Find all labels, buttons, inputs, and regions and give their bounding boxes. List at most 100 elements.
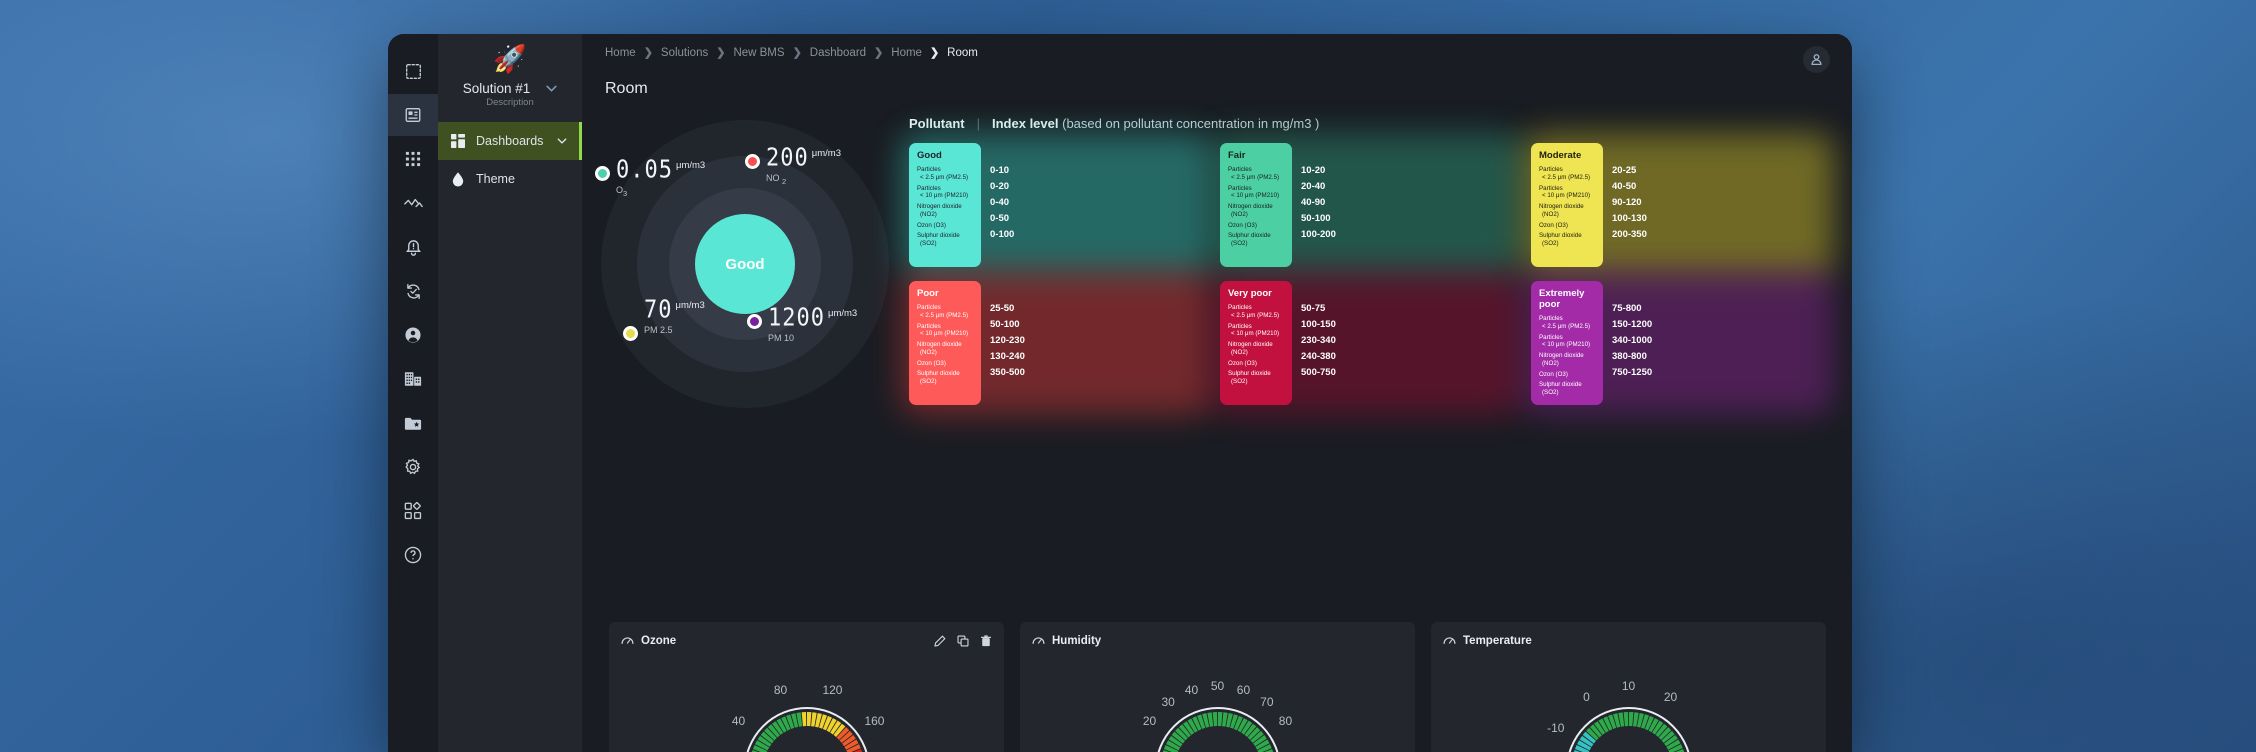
- bell-alert-icon[interactable]: [388, 226, 438, 268]
- breadcrumb-item-new-bms[interactable]: New BMS: [733, 46, 785, 59]
- rocket-icon: 🚀: [493, 44, 527, 74]
- node-unit: μm/m3: [675, 160, 706, 171]
- air-quality-radial-pane: Good 0.05 μm/m3 O3 200 μm/m3 NO 2: [583, 104, 903, 614]
- refresh-check-icon[interactable]: [388, 270, 438, 312]
- gauge-segment: [1632, 712, 1639, 727]
- gauge-tick-label: 160: [864, 713, 885, 728]
- radial-status-label: Good: [725, 255, 765, 273]
- solution-name: Solution #1: [462, 81, 531, 96]
- app-window: 🚀 Solution #1 Description Dashboards Th: [388, 34, 1852, 752]
- scan-frame-icon[interactable]: [388, 50, 438, 92]
- sidebar-item-dashboards[interactable]: Dashboards: [438, 122, 582, 160]
- edit-icon[interactable]: [934, 635, 946, 647]
- avatar[interactable]: [1803, 46, 1830, 73]
- gauge-tick-label: 0: [1583, 690, 1590, 705]
- index-level-swatch: Good Particles < 2.5 μm (PM2.5) Particles < …: [909, 143, 981, 267]
- breadcrumb-item-home[interactable]: Home: [605, 46, 636, 59]
- pollutant-label: Particles < 10 μm (PM210): [1228, 184, 1280, 200]
- radial-node-no2[interactable]: 200 μm/m3 NO 2: [745, 144, 841, 186]
- breadcrumb-item-solutions[interactable]: Solutions: [660, 46, 709, 59]
- gauge-segment: [1163, 745, 1178, 752]
- grid-apps-icon[interactable]: [388, 138, 438, 180]
- main-content: Home ❯ Solutions ❯ New BMS ❯ Dashboard ❯…: [583, 34, 1852, 752]
- solution-selector[interactable]: 🚀 Solution #1 Description: [438, 34, 582, 122]
- gauge-segment: [1221, 712, 1228, 727]
- gauge-segment: [1196, 714, 1205, 729]
- radial-node-o3[interactable]: 0.05 μm/m3 O3: [595, 158, 706, 198]
- pollutant-label: Particles < 2.5 μm (PM2.5): [1228, 304, 1280, 319]
- user-circle-icon[interactable]: [388, 314, 438, 356]
- index-value-list: 0-10 0-20 0-40 0-50 0-100: [981, 143, 1014, 267]
- dashboard-book-icon[interactable]: [388, 94, 438, 136]
- breadcrumb-item-dashboard[interactable]: Dashboard: [809, 46, 867, 59]
- gauge-segment: [1263, 749, 1273, 752]
- gauge-segment: [836, 727, 849, 740]
- gauge-header: Humidity: [1032, 632, 1403, 650]
- pollutant-list: Particles < 2.5 μm (PM2.5) Particles < 10 μ…: [1228, 304, 1284, 399]
- folder-star-icon[interactable]: [388, 402, 438, 444]
- gauge-segment: [1648, 718, 1659, 733]
- sidebar-item-theme[interactable]: Theme: [438, 160, 582, 198]
- pollutant-label: Particles < 2.5 μm (PM2.5): [1539, 315, 1591, 330]
- index-value: 40-50: [1612, 181, 1637, 192]
- gauge-segment: [1597, 718, 1609, 733]
- gauge-segment: [1674, 749, 1684, 752]
- gauge-tick-label: 40: [1184, 683, 1199, 698]
- gauge-rim: [1568, 707, 1689, 752]
- gauge-tick-label: 80: [1278, 713, 1293, 728]
- copy-icon[interactable]: [957, 635, 969, 647]
- gear-icon[interactable]: [388, 446, 438, 488]
- gauge-segment: [1237, 718, 1248, 733]
- trend-chart-icon[interactable]: [388, 182, 438, 224]
- gauge-segment: [826, 718, 837, 733]
- pollutant-list: Particles < 2.5 μm (PM2.5) Particles < 10 μ…: [1539, 315, 1595, 399]
- gauge-segment: [1250, 730, 1264, 743]
- index-header: Pollutant | Index level (based on pollut…: [909, 116, 1826, 131]
- help-circle-icon[interactable]: [388, 534, 438, 576]
- pollutant-label: Sulphur dioxide (SO2): [1539, 232, 1582, 247]
- gauge-segment: [775, 718, 787, 733]
- building-icon[interactable]: [388, 358, 438, 400]
- node-unit: μm/m3: [811, 148, 841, 159]
- index-level-title: Very poor: [1228, 288, 1272, 299]
- index-value: 230-340: [1301, 335, 1336, 346]
- index-level-card: Good Particles < 2.5 μm (PM2.5) Particles < …: [901, 133, 1212, 277]
- index-level-pane: Pollutant | Index level (based on pollut…: [901, 104, 1852, 614]
- chevron-down-icon[interactable]: [557, 136, 567, 147]
- radial-node-pm10[interactable]: 1200 μm/m3 PM 10: [747, 306, 857, 343]
- gauge-segment: [1661, 730, 1675, 743]
- breadcrumb: Home ❯ Solutions ❯ New BMS ❯ Dashboard ❯…: [605, 46, 978, 60]
- chevron-down-icon[interactable]: [546, 83, 557, 95]
- index-level-swatch: Poor Particles < 2.5 μm (PM2.5) Particles < …: [909, 281, 981, 405]
- index-header-note: (based on pollutant concentration in mg/…: [1062, 116, 1320, 131]
- gauge-segment: [780, 716, 790, 731]
- node-value: 200: [766, 144, 809, 173]
- gauge-segment: [1247, 727, 1260, 740]
- radial-core: Good: [695, 214, 795, 314]
- gauge-icon: [1032, 632, 1045, 650]
- pollutant-list: Particles < 2.5 μm (PM2.5) Particles < 10 μ…: [917, 304, 973, 399]
- index-header-divider: |: [976, 116, 980, 131]
- gauge-header: Ozone: [621, 632, 992, 650]
- pollutant-label: Particles < 10 μm (PM210): [917, 322, 969, 338]
- index-value-list: 10-20 20-40 40-90 50-100 100-200: [1292, 143, 1336, 267]
- index-value: 0-50: [990, 213, 1010, 224]
- gauge-segment: [818, 714, 827, 729]
- node-dot-icon: [595, 166, 610, 181]
- gauge-widget: Ozone 40 80 120 160: [609, 622, 1004, 752]
- delete-icon[interactable]: [980, 635, 992, 647]
- gauge-segment: [1607, 714, 1616, 729]
- gauge-segment: [760, 731, 774, 744]
- gauge-widgets-row: Ozone 40 80 120 160 Humidity 20 30 40 50 60 70 80 Tem…: [583, 614, 1852, 752]
- gauge-tick-label: 40: [731, 713, 746, 728]
- breadcrumb-item-home-2[interactable]: Home: [891, 46, 922, 59]
- index-level-swatch: Moderate Particles < 2.5 μm (PM2.5) Particl…: [1531, 143, 1603, 267]
- gauge-segment: [843, 739, 858, 750]
- apps-diamond-icon[interactable]: [388, 490, 438, 532]
- gauge-segment: [1574, 745, 1589, 752]
- gauge-dial: [1157, 707, 1278, 752]
- index-level-swatch: Fair Particles < 2.5 μm (PM2.5) Particles < …: [1220, 143, 1292, 267]
- radial-node-pm25[interactable]: 70 μm/m3 PM 2.5: [623, 298, 705, 341]
- pollutant-label: Ozon (O3): [1539, 221, 1568, 229]
- gauge-segment: [806, 712, 811, 727]
